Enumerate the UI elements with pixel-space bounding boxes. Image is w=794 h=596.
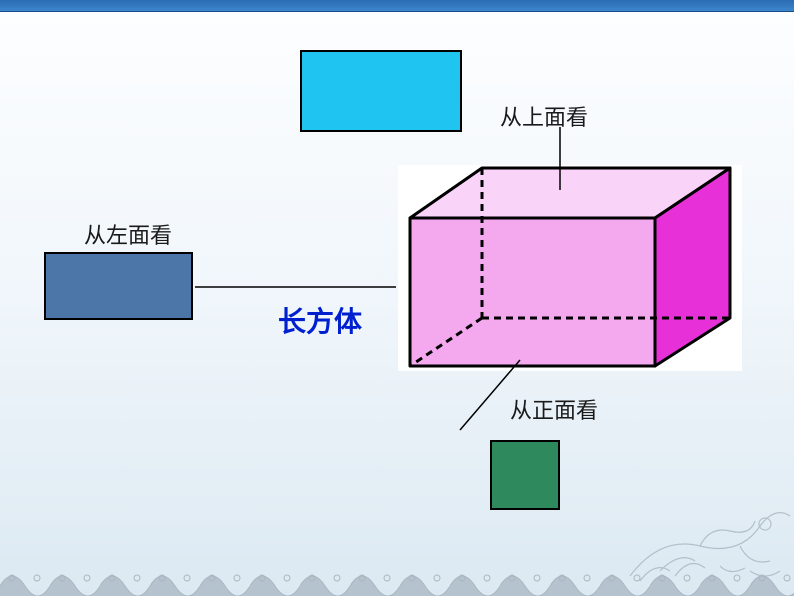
- left-view-rect: [44, 252, 193, 320]
- front-view-label: 从正面看: [510, 393, 598, 425]
- cuboid-background: [398, 165, 742, 371]
- top-view-rect: [300, 50, 462, 132]
- title-bar: [0, 0, 794, 12]
- cuboid-title: 长方体: [278, 300, 362, 340]
- front-view-rect: [490, 440, 560, 510]
- top-view-label: 从上面看: [500, 100, 588, 132]
- left-view-label: 从左面看: [84, 218, 172, 250]
- wave-decoration: [0, 476, 794, 596]
